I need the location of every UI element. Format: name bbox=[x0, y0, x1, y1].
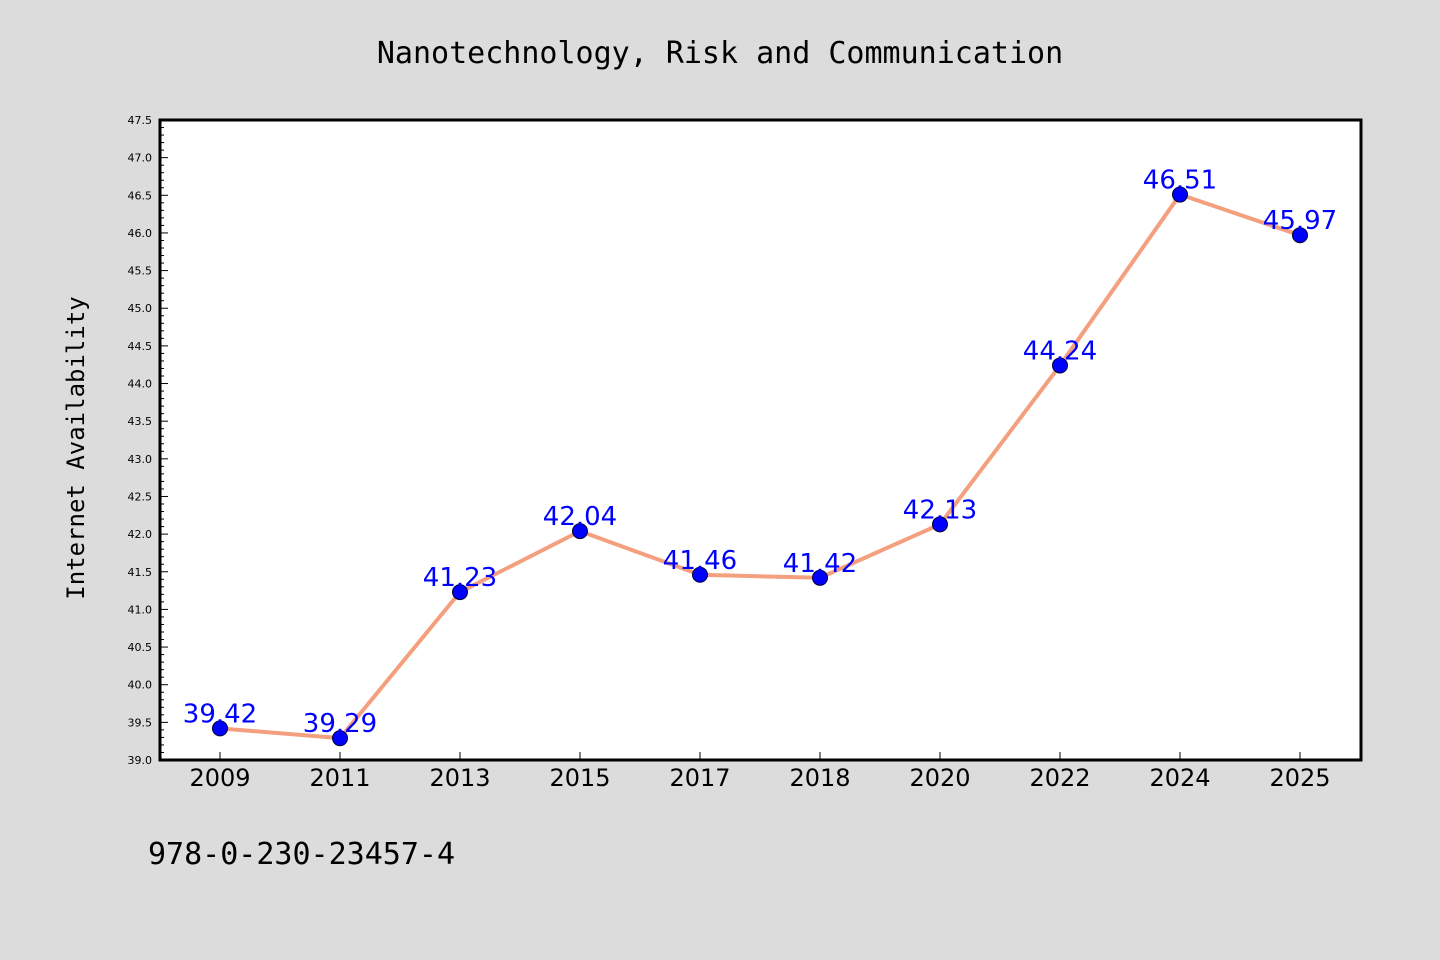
x-tick-label: 2015 bbox=[549, 764, 610, 792]
data-point bbox=[692, 566, 708, 583]
y-tick-label: 40.0 bbox=[128, 679, 153, 692]
data-point bbox=[932, 516, 948, 533]
data-point bbox=[1292, 227, 1308, 244]
x-tick-label: 2022 bbox=[1029, 764, 1090, 792]
plot-frame bbox=[158, 118, 1363, 762]
y-tick-label: 42.5 bbox=[128, 490, 153, 503]
data-point bbox=[452, 584, 468, 601]
x-tick-label: 2025 bbox=[1269, 764, 1330, 792]
y-tick-label: 47.5 bbox=[128, 114, 153, 127]
y-tick-label: 43.5 bbox=[128, 415, 153, 428]
x-axis: 2009 2011 2013 2015 2017 2018 2020 2022 2024 2025 bbox=[189, 752, 1331, 792]
y-tick-label: 42.0 bbox=[128, 528, 153, 541]
y-tick-label: 45.5 bbox=[128, 265, 153, 278]
plot-area bbox=[160, 120, 1361, 760]
x-tick-label: 2018 bbox=[789, 764, 850, 792]
y-tick-label: 43.0 bbox=[128, 453, 153, 466]
y-tick-label: 47.0 bbox=[128, 152, 153, 165]
data-point bbox=[572, 523, 588, 540]
data-label: 45.97 bbox=[1263, 206, 1337, 236]
data-label: 46.51 bbox=[1143, 166, 1217, 196]
isbn-footer: 978-0-230-23457-4 bbox=[148, 837, 455, 872]
series-layer: 39.42 39.29 41.23 42.04 41.46 41.42 42.13 44.24… bbox=[183, 166, 1337, 747]
x-tick-label: 2017 bbox=[669, 764, 730, 792]
x-tick-label: 2013 bbox=[429, 764, 490, 792]
y-tick-label: 46.0 bbox=[128, 227, 153, 240]
data-label: 41.23 bbox=[423, 563, 497, 593]
y-tick-label: 41.0 bbox=[128, 603, 153, 616]
y-tick-label: 41.5 bbox=[128, 566, 153, 579]
data-label: 39.29 bbox=[303, 709, 377, 739]
data-label: 41.42 bbox=[783, 549, 857, 579]
y-tick-label: 44.0 bbox=[128, 378, 153, 391]
chart-title: Nanotechnology, Risk and Communication bbox=[377, 36, 1063, 71]
series-line bbox=[218, 192, 1302, 741]
data-label: 42.04 bbox=[543, 502, 617, 532]
x-tick-label: 2011 bbox=[309, 764, 370, 792]
data-point bbox=[1172, 186, 1188, 203]
y-tick-label: 39.0 bbox=[128, 754, 153, 767]
data-point bbox=[332, 730, 348, 747]
data-label: 41.46 bbox=[663, 546, 737, 576]
x-tick-label: 2024 bbox=[1149, 764, 1210, 792]
data-label: 39.42 bbox=[183, 699, 257, 729]
y-tick-label: 39.5 bbox=[128, 716, 153, 729]
y-tick-label: 46.5 bbox=[128, 189, 153, 202]
data-label: 44.24 bbox=[1023, 336, 1097, 366]
y-axis: 39.0 39.5 40.0 40.5 41.0 41.5 42.0 42.5 43.0 43.5… bbox=[128, 114, 168, 767]
data-label: 42.13 bbox=[903, 495, 977, 525]
x-tick-label: 2020 bbox=[909, 764, 970, 792]
data-point bbox=[812, 569, 828, 586]
y-tick-label: 45.0 bbox=[128, 302, 153, 315]
y-tick-label: 44.5 bbox=[128, 340, 153, 353]
y-axis-label: Internet Availability bbox=[62, 296, 90, 599]
data-point bbox=[212, 720, 228, 737]
y-tick-label: 40.5 bbox=[128, 641, 153, 654]
x-tick-label: 2009 bbox=[189, 764, 250, 792]
data-point bbox=[1052, 357, 1068, 374]
